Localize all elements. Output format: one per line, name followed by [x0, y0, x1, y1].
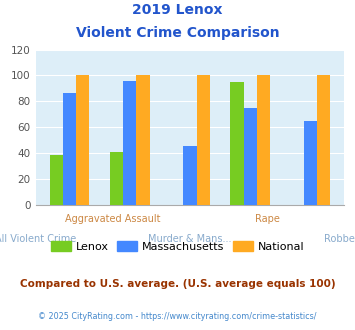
Text: © 2025 CityRating.com - https://www.cityrating.com/crime-statistics/: © 2025 CityRating.com - https://www.city… — [38, 312, 317, 321]
Bar — [304, 120, 317, 205]
Bar — [76, 75, 89, 205]
Bar — [183, 147, 197, 205]
Text: Rape: Rape — [255, 214, 280, 224]
Text: All Violent Crime: All Violent Crime — [0, 234, 76, 244]
Text: Murder & Mans...: Murder & Mans... — [148, 234, 232, 244]
Text: Violent Crime Comparison: Violent Crime Comparison — [76, 26, 279, 40]
Legend: Lenox, Massachusetts, National: Lenox, Massachusetts, National — [47, 237, 308, 256]
Text: Robbery: Robbery — [324, 234, 355, 244]
Bar — [110, 151, 123, 205]
Bar — [230, 82, 244, 205]
Bar — [63, 93, 76, 205]
Bar — [123, 81, 136, 205]
Bar — [197, 75, 210, 205]
Bar — [136, 75, 149, 205]
Text: Compared to U.S. average. (U.S. average equals 100): Compared to U.S. average. (U.S. average … — [20, 279, 335, 289]
Bar — [50, 155, 63, 205]
Text: Aggravated Assault: Aggravated Assault — [65, 214, 160, 224]
Text: 2019 Lenox: 2019 Lenox — [132, 3, 223, 17]
Bar — [244, 108, 257, 205]
Bar — [317, 75, 330, 205]
Bar — [257, 75, 270, 205]
